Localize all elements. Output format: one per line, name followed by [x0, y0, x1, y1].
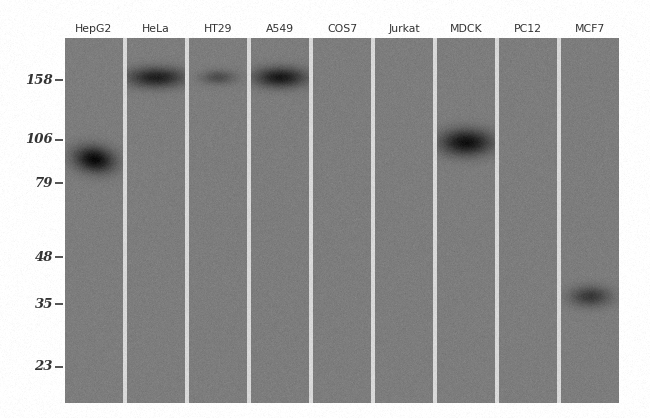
- Text: 106: 106: [25, 133, 53, 146]
- Text: 79: 79: [34, 177, 53, 190]
- Text: COS7: COS7: [327, 24, 357, 34]
- Text: 158: 158: [25, 74, 53, 87]
- Text: HT29: HT29: [203, 24, 232, 34]
- Text: MDCK: MDCK: [450, 24, 482, 34]
- Text: 23: 23: [34, 360, 53, 373]
- Text: A549: A549: [266, 24, 294, 34]
- Text: MCF7: MCF7: [575, 24, 605, 34]
- Text: Jurkat: Jurkat: [388, 24, 420, 34]
- Text: HeLa: HeLa: [142, 24, 170, 34]
- Text: 35: 35: [34, 298, 53, 311]
- Text: 48: 48: [34, 251, 53, 264]
- Text: PC12: PC12: [514, 24, 542, 34]
- Text: HepG2: HepG2: [75, 24, 112, 34]
